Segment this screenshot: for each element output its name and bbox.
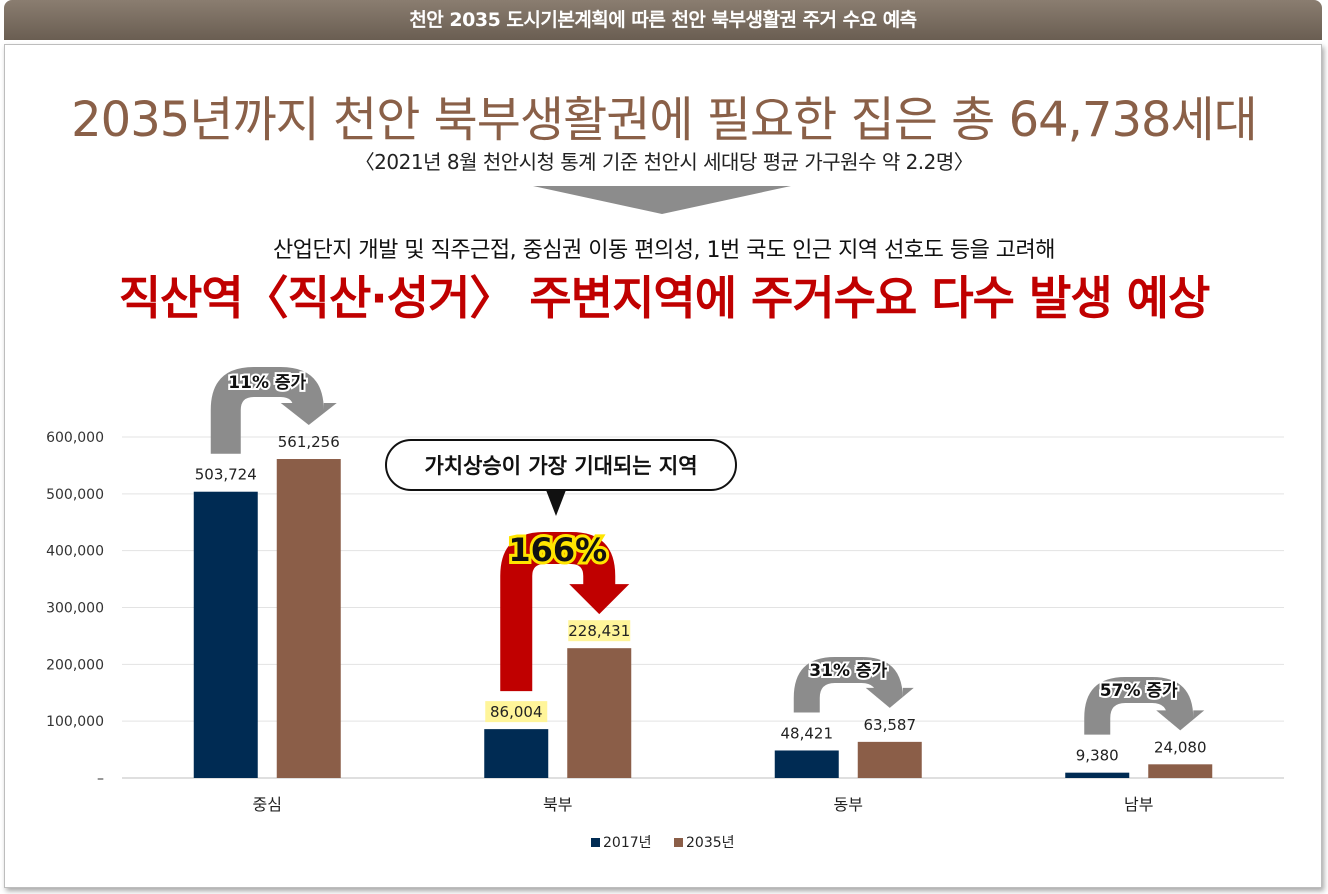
bar-2035 — [276, 459, 341, 778]
growth-label: 11% 증가 — [228, 373, 306, 393]
x-tick-label: 중심 — [253, 795, 282, 814]
down-arrow-icon — [533, 186, 791, 214]
growth-arrow-highlight — [500, 532, 630, 692]
data-label: 228,431 — [568, 622, 630, 640]
legend-label: 2035년 — [686, 835, 735, 851]
x-tick-label: 북부 — [543, 795, 572, 814]
header-title: 천안 2035 도시기본계획에 따른 천안 북부생활권 주거 수요 예측 — [4, 0, 1322, 40]
data-label: 48,421 — [781, 724, 834, 742]
bar-2017 — [1065, 772, 1130, 778]
growth-arrow — [1084, 677, 1205, 735]
data-label: 9,380 — [1076, 747, 1119, 765]
subheadline: 산업단지 개발 및 직주근접, 중심권 이동 편의성, 1번 국도 인근 지역 … — [272, 238, 1056, 263]
bar-2035 — [567, 648, 632, 778]
growth-arrow — [210, 367, 337, 454]
y-tick-label: 300,000 — [46, 601, 104, 617]
data-label: 561,256 — [278, 433, 340, 451]
growth-label: 31% 증가 — [809, 661, 887, 681]
y-tick-label: 200,000 — [46, 657, 104, 673]
y-tick-label: – — [97, 771, 104, 787]
growth-label: 166% — [508, 531, 607, 569]
growth-label: 57% 증가 — [1100, 681, 1178, 701]
value-label-highlight — [485, 701, 548, 723]
bar-2017 — [193, 491, 258, 778]
bar-2017 — [484, 729, 549, 778]
bar-2017 — [774, 750, 839, 778]
highlight-headline: 직산역〈직산·성거〉 주변지역에 주거수요 다수 발생 예상 — [118, 271, 1211, 325]
legend-swatch-2035 — [674, 838, 683, 847]
data-label: 503,724 — [195, 466, 257, 484]
legend-swatch-2017 — [591, 838, 600, 847]
data-label: 86,004 — [490, 703, 543, 721]
y-tick-label: 400,000 — [46, 544, 104, 560]
legend-label: 2017년 — [603, 835, 652, 851]
y-tick-label: 100,000 — [46, 714, 104, 730]
y-tick-label: 500,000 — [46, 487, 104, 503]
bar-2035 — [857, 741, 922, 778]
growth-arrow — [793, 657, 914, 713]
value-label-highlight — [568, 620, 631, 642]
headline: 2035년까지 천안 북부생활권에 필요한 집은 총 64,738세대 — [71, 92, 1258, 148]
callout-pointer-icon — [546, 490, 566, 516]
x-tick-label: 동부 — [834, 795, 863, 814]
bar-2035 — [1148, 764, 1213, 778]
statistics-note: 〈2021년 8월 천안시청 통계 기준 천안시 세대당 평균 가구원수 약 2… — [354, 150, 974, 174]
x-tick-label: 남부 — [1124, 795, 1153, 814]
data-label: 24,080 — [1154, 738, 1207, 756]
y-tick-label: 600,000 — [46, 430, 104, 446]
callout-text: 가치상승이 가장 기대되는 지역 — [424, 454, 697, 478]
data-label: 63,587 — [864, 716, 917, 734]
